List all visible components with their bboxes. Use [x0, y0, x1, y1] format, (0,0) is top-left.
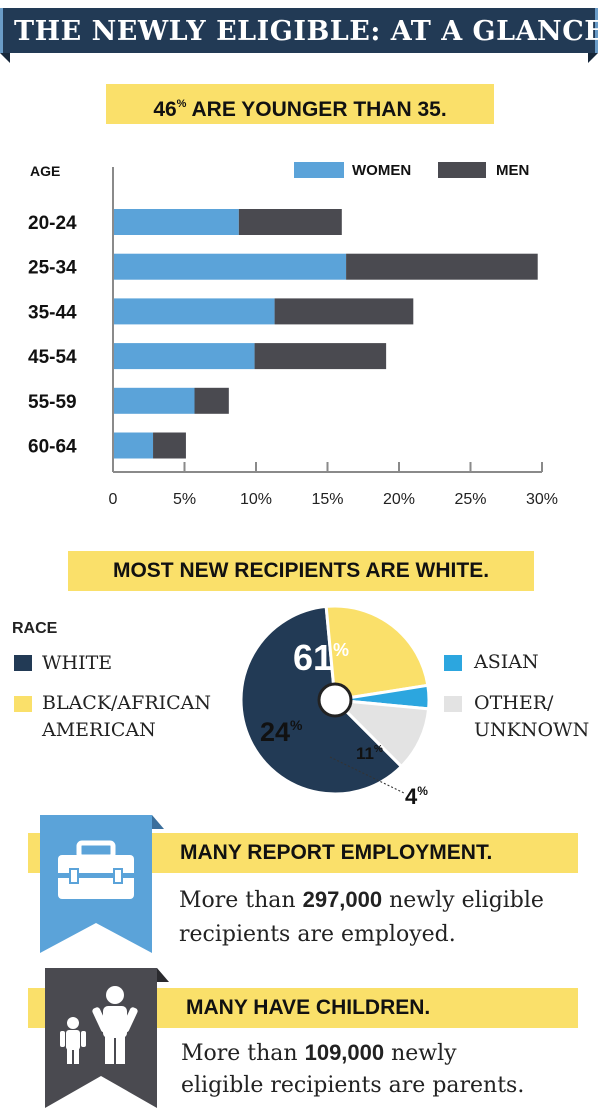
pie-label-white-value: 61	[293, 637, 333, 678]
children-line-1-post: newly	[384, 1041, 457, 1066]
category-label-35-44: 35-44	[28, 302, 77, 323]
legend-label-asian: ASIAN	[474, 651, 539, 673]
category-label-55-59: 55-59	[28, 392, 77, 413]
header-fold-right	[588, 53, 598, 63]
employment-ribbon-fold	[152, 815, 164, 829]
bar-20-24-men	[238, 209, 342, 235]
employment-count: 297,000	[302, 887, 383, 912]
children-line-2: eligible recipients are parents.	[181, 1073, 525, 1098]
pie-label-other: 11%	[356, 744, 383, 763]
parent-child-icon	[60, 986, 138, 1064]
x-tick-label: 30%	[526, 491, 558, 508]
pie-label-white: 61%	[293, 637, 349, 678]
race-legend-title: RACE	[12, 620, 58, 637]
header-bar: THE NEWLY ELIGIBLE: AT A GLANCE	[0, 0, 598, 63]
age-banner-text: ARE YOUNGER THAN 35.	[186, 98, 447, 121]
bar-25-34-women	[113, 253, 347, 280]
x-tick-label: 25%	[454, 491, 486, 508]
x-tick-label: 5%	[173, 491, 196, 508]
legend-label-other-line2: UNKNOWN	[474, 719, 590, 741]
bar-45-54-men	[254, 343, 387, 370]
category-label-60-64: 60-64	[28, 437, 77, 458]
bar-60-64-women	[113, 432, 154, 459]
children-ribbon-shape	[45, 968, 157, 1108]
pie-label-asian: 4%	[405, 784, 428, 809]
legend-swatch-women	[294, 162, 344, 178]
bar-55-59-women	[113, 387, 195, 414]
employment-line-1-post: newly eligible	[382, 888, 544, 913]
x-tick-label: 20%	[383, 491, 415, 508]
legend-swatch-men	[438, 162, 486, 178]
age-banner: 46% ARE YOUNGER THAN 35.	[106, 84, 494, 124]
employment-line-2: recipients are employed.	[179, 922, 456, 947]
category-label-45-54: 45-54	[28, 347, 77, 368]
pie-center-hole	[317, 682, 353, 718]
age-banner-percent: %	[176, 98, 187, 110]
pie-label-other-value: 11	[356, 744, 374, 763]
bar-layer: 20-24 25-34 35-44 45-54 55-59 60-64	[28, 209, 538, 459]
legend-label-black-line2: AMERICAN	[42, 719, 156, 741]
asian-leader-line	[329, 756, 405, 794]
bar-60-64-men	[153, 432, 186, 459]
header-fold-left	[0, 53, 10, 63]
tick-layer: 0 5% 10% 15% 20% 25% 30%	[109, 462, 558, 508]
category-label-25-34: 25-34	[28, 258, 77, 279]
children-line-1-pre: More than	[181, 1041, 305, 1066]
race-banner: MOST NEW RECIPIENTS ARE WHITE.	[68, 551, 534, 591]
pie-slice-other	[330, 698, 431, 769]
legend-swatch-other	[444, 696, 462, 712]
header-box	[3, 8, 595, 53]
pie-label-black-value: 24	[260, 717, 290, 747]
children-line-1: More than 109,000 newly	[181, 1036, 457, 1070]
bar-55-59-men	[194, 387, 229, 414]
race-pie-chart: 61% 24% 11% 4%	[239, 604, 431, 809]
pie-label-black-percent: %	[290, 717, 303, 733]
legend-label-white: WHITE	[42, 652, 113, 674]
legend-label-women: WOMEN	[352, 162, 411, 179]
children-ribbon-fold	[157, 968, 169, 982]
bar-25-34-men	[346, 253, 538, 280]
employment-line-1-pre: More than	[179, 888, 303, 913]
bar-45-54-women	[113, 343, 255, 370]
x-tick-label: 10%	[240, 491, 272, 508]
bar-35-44-women	[113, 298, 275, 325]
briefcase-icon	[58, 840, 134, 899]
children-ribbon	[45, 968, 169, 1108]
pie-label-other-percent: %	[374, 744, 383, 755]
bar-35-44-men	[274, 298, 414, 325]
employment-line-1: More than 297,000 newly eligible	[179, 883, 544, 917]
pie-label-asian-percent: %	[417, 784, 428, 798]
legend-label-other-line1: OTHER/	[474, 692, 554, 714]
pie-label-white-percent: %	[333, 640, 349, 660]
x-tick-label: 15%	[311, 491, 343, 508]
pie-label-asian-value: 4	[405, 784, 418, 809]
legend-swatch-black	[14, 696, 32, 712]
legend-label-black-line1: BLACK/AFRICAN	[42, 692, 212, 714]
page-title: THE NEWLY ELIGIBLE: AT A GLANCE	[14, 16, 598, 47]
employment-ribbon	[40, 815, 164, 953]
legend-swatch-white	[14, 655, 32, 671]
legend-swatch-asian	[444, 655, 462, 671]
pie-slice-black	[324, 604, 430, 702]
y-axis-title: AGE	[30, 163, 60, 179]
x-tick-label: 0	[109, 491, 118, 508]
legend-label-men: MEN	[496, 162, 529, 179]
age-bar-chart: 20-24 25-34 35-44 45-54 55-59 60-64 0 5% 10% 15%…	[28, 162, 558, 508]
bar-20-24-women	[113, 209, 239, 235]
category-label-20-24: 20-24	[28, 213, 77, 234]
children-count: 109,000	[304, 1040, 385, 1065]
pie-label-black: 24%	[260, 717, 303, 747]
age-banner-number: 46	[153, 98, 177, 121]
